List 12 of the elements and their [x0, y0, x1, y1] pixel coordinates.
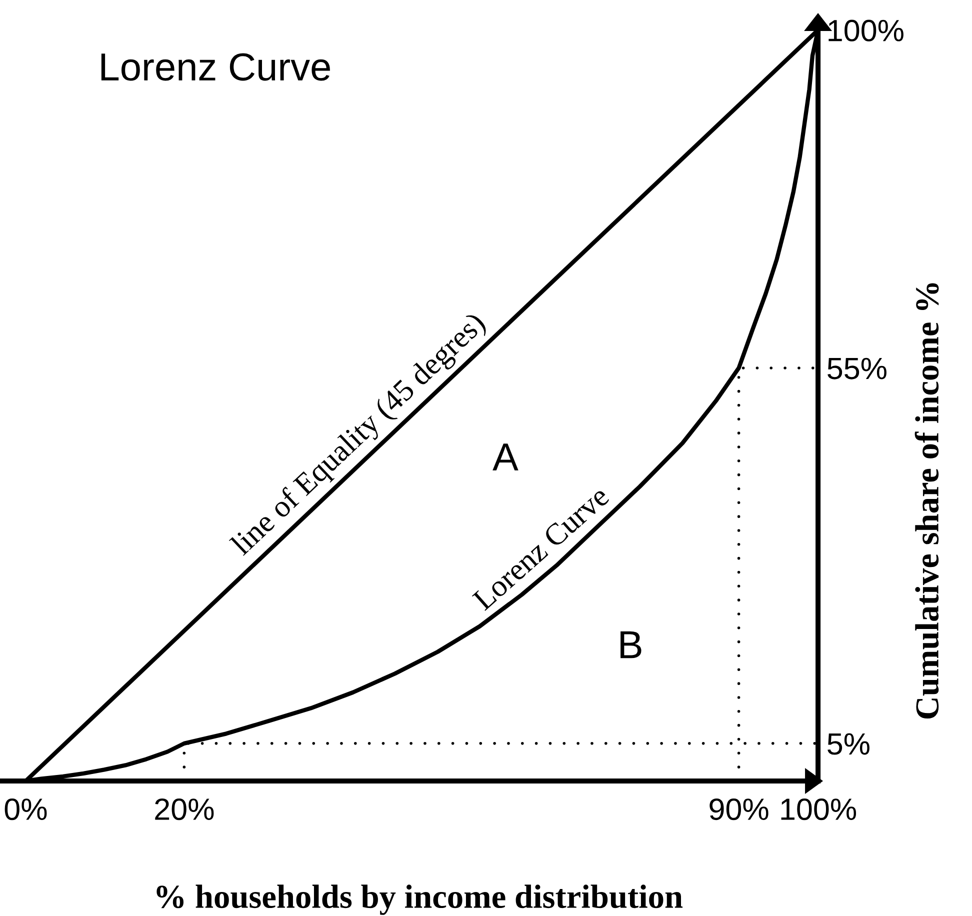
y-tick-label: 55% — [828, 358, 886, 380]
chart-title: Lorenz Curve — [101, 53, 330, 81]
y-tick-label: 100% — [828, 20, 904, 42]
x-tick-label: 20% — [155, 798, 214, 820]
x-axis-title: % households by income distribution — [156, 884, 683, 915]
y-axis-title: Cumulative share of income % — [914, 283, 939, 719]
y-tick-label: 5% — [828, 733, 870, 755]
x-tick-label: 90% — [710, 798, 768, 820]
annotation: B — [620, 631, 642, 658]
x-tick-label: 0% — [4, 798, 47, 820]
annotation: A — [492, 444, 518, 470]
x-tick-label: 100% — [781, 798, 856, 820]
